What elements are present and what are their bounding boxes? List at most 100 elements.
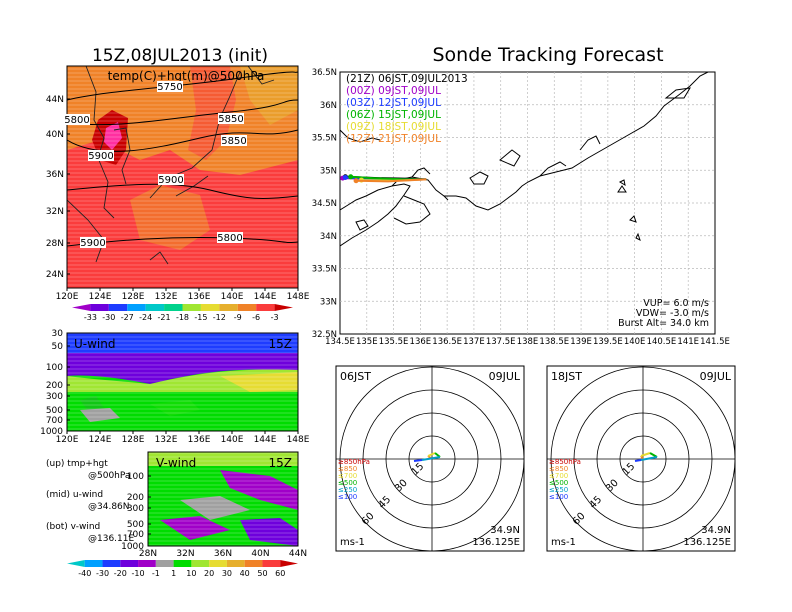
track-x-tick-label: 135.5E [379, 337, 409, 347]
wind-colorbar-segment [226, 560, 245, 567]
map-x-tick-label: 136E [188, 292, 211, 302]
hodograph-ring [573, 389, 713, 529]
track-grid [340, 72, 715, 334]
track-x-tick-label: 139.5E [593, 337, 623, 347]
contour-label-bg [158, 174, 184, 185]
hodograph-date: 09JUL [700, 370, 732, 383]
colorbar-label: -15 [194, 313, 207, 322]
track-legend-entry: (12Z) 21JST,09JUL [346, 133, 441, 145]
hodograph-ring [362, 389, 502, 529]
uwind-y-tick-label: 200 [46, 381, 63, 391]
wind-colorbar-label: -40 [78, 569, 91, 578]
track-x-tick-label: 134.5E [325, 337, 355, 347]
uwind-label: U-wind [74, 337, 115, 351]
track-x-tick-label: 139E [570, 337, 592, 347]
track-y-tick-label: 33N [320, 297, 337, 307]
map-y-tick-label: 44N [46, 95, 64, 105]
hodograph-level-label: ≤700 [338, 472, 357, 480]
note-line-a: (mid) u-wind [46, 490, 103, 500]
hodograph-level-label: ≤700 [549, 472, 568, 480]
hodograph-ring [385, 412, 479, 506]
vwind-x-ticks: 28N 32N 36N 40N 44N [139, 549, 307, 559]
uwind-y-tick-label: 1000 [40, 427, 63, 437]
uwind-x-tick-label: 140E [221, 435, 244, 445]
sonde-track-line [356, 178, 427, 183]
vwind-y-tick-label: 200 [127, 493, 144, 503]
wind-colorbar-segment [262, 560, 281, 567]
right-title: Sonde Tracking Forecast [432, 44, 663, 66]
map-x-ticks: 120E 124E 128E 132E 136E 140E 144E 148E [56, 288, 310, 302]
hodograph-level-label: ≤250 [338, 486, 357, 494]
hodograph-level-label: ≤500 [549, 479, 568, 487]
track-y-tick-label: 35.5N [312, 134, 337, 144]
colorbar-label: -3 [271, 313, 279, 322]
colorbar-segment [127, 304, 146, 311]
vwind-x-tick-label: 28N [139, 549, 157, 559]
hodograph-date: 09JUL [489, 370, 521, 383]
track-legend-entry: (03Z) 12JST,09JUL [346, 97, 441, 109]
wind-colorbar-label: 20 [204, 569, 214, 578]
vwind-x-tick-label: 44N [289, 549, 307, 559]
contour-labels: 5750 5800 5850 5850 5900 5900 5900 5800 [64, 81, 247, 249]
contour-label: 5850 [221, 135, 247, 147]
hodograph-unit: ms-1 [340, 537, 365, 548]
wind-colorbar-segment [67, 560, 85, 567]
vwind-x-tick-label: 36N [214, 549, 232, 559]
colorbar-label: -21 [158, 313, 171, 322]
map-panel-label: temp(C)+hgt(m)@500hPa [108, 69, 265, 83]
note-line-a: (bot) v-wind [46, 522, 100, 532]
hodograph-lat: 34.9N [701, 525, 731, 536]
contour-label-text: 5900 [158, 175, 183, 186]
track-x-tick-label: 137E [463, 337, 485, 347]
left-title: 15Z,08JUL2013 (init) [92, 46, 268, 66]
uwind-y-tick-label: 30 [52, 329, 64, 339]
contour-label-text: 5900 [88, 151, 113, 162]
contour-label-bg [64, 114, 90, 125]
sonde-track-end [348, 174, 354, 180]
contour-5800 [67, 99, 298, 126]
track-y-tick-label: 32.5N [312, 330, 337, 340]
hodograph-trace [640, 456, 658, 461]
wind-colorbar-label: -30 [96, 569, 109, 578]
track-x-tick-label: 138E [517, 337, 539, 347]
track-x-tick-label: 138.5E [539, 337, 569, 347]
uwind-x-tick-label: 148E [287, 435, 310, 445]
sonde-tracks [340, 174, 427, 184]
colorbar-segment [108, 304, 128, 311]
contour-label: 5800 [217, 232, 243, 244]
colorbar-label: -27 [121, 313, 134, 322]
map-x-tick-label: 124E [89, 292, 112, 302]
uwind-y-tick-label: 500 [46, 406, 63, 416]
track-x-tick-label: 136E [410, 337, 432, 347]
note-line-b: @34.86N [88, 502, 130, 512]
track-x-tick-label: 137.5E [486, 337, 516, 347]
hodograph-level-label: ≤100 [338, 493, 357, 501]
wind-colorbar-label: 10 [186, 569, 196, 578]
map-x-tick-label: 128E [122, 292, 145, 302]
colorbar-segment [164, 304, 183, 311]
contour-label: 5750 [157, 81, 183, 93]
wind-colorbar-label: 50 [257, 569, 267, 578]
wind-colorbar-label: 1 [171, 569, 176, 578]
track-x-tick-label: 135E [356, 337, 378, 347]
uwind-x-tick-label: 136E [188, 435, 211, 445]
hodograph-time: 18JST [551, 370, 582, 383]
colorbar-segment [237, 304, 257, 311]
track-x-tick-label: 141.5E [700, 337, 730, 347]
map-y-tick-label: 32N [46, 207, 64, 217]
wind-colorbar-label: -10 [132, 569, 145, 578]
hodograph-level-label: ≤850 [338, 465, 357, 473]
wind-colorbar-label: 30 [222, 569, 232, 578]
vwind-label: V-wind [156, 456, 196, 470]
hodograph-level-label: ≤500 [338, 479, 357, 487]
contour-label-bg [217, 232, 243, 243]
track-x-tick-label: 136.5E [432, 337, 462, 347]
wind-colorbar-label: -20 [114, 569, 127, 578]
wind-colorbar-segment [191, 560, 210, 567]
hodograph-ring [619, 435, 667, 483]
